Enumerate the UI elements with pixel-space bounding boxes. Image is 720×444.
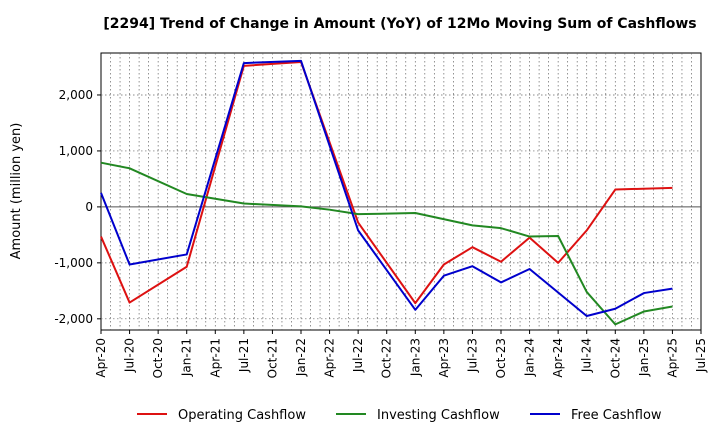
series-line-investing-cashflow: [100, 161, 673, 326]
x-tick-label: Jan-22: [294, 338, 308, 377]
x-tick-label: Oct-22: [380, 338, 394, 378]
x-tick-label: Apr-22: [323, 338, 337, 378]
x-tick-label: Jul-24: [580, 338, 594, 373]
x-tick-label: Jul-21: [237, 338, 251, 373]
y-tick-label: 1,000: [59, 144, 93, 158]
x-tick-label: Oct-21: [265, 338, 279, 378]
y-axis-label: Amount (million yen): [9, 123, 24, 260]
x-tick-label: Jul-20: [123, 338, 137, 373]
x-tick-label: Apr-23: [437, 338, 451, 378]
x-tick-label: Jul-22: [351, 338, 365, 373]
x-tick-label: Jan-23: [408, 338, 422, 377]
series-line-operating-cashflow: [100, 60, 673, 305]
x-tick-label: Jul-25: [694, 338, 708, 373]
legend: Operating Cashflow Investing Cashflow Free…: [137, 408, 662, 423]
chart-title: [2294] Trend of Change in Amount (YoY) o…: [103, 16, 696, 32]
legend-label-investing-cashflow: Investing Cashflow: [377, 408, 500, 423]
y-tick-label: -1,000: [54, 256, 93, 270]
x-tick-label: Jan-24: [523, 338, 537, 377]
plot-border: [100, 52, 702, 331]
x-tick-label: Oct-24: [608, 338, 622, 378]
legend-label-operating-cashflow: Operating Cashflow: [178, 408, 306, 423]
x-tick-label: Oct-23: [494, 338, 508, 378]
x-tick-label: Jan-25: [637, 338, 651, 377]
y-tick-label: -2,000: [54, 312, 93, 326]
x-tick-label: Apr-25: [665, 338, 679, 378]
x-tick-label: Jan-21: [180, 338, 194, 377]
x-tick-label: Oct-20: [151, 338, 165, 378]
y-tick-label: 0: [85, 200, 93, 214]
y-tick-label: 2,000: [59, 88, 93, 102]
x-tick-label: Jul-23: [465, 338, 479, 373]
x-tick-label: Apr-24: [551, 338, 565, 378]
x-tick-label: Apr-20: [94, 338, 108, 378]
legend-label-free-cashflow: Free Cashflow: [571, 408, 662, 423]
series-line-free-cashflow: [100, 59, 673, 318]
x-tick-label: Apr-21: [208, 338, 222, 378]
